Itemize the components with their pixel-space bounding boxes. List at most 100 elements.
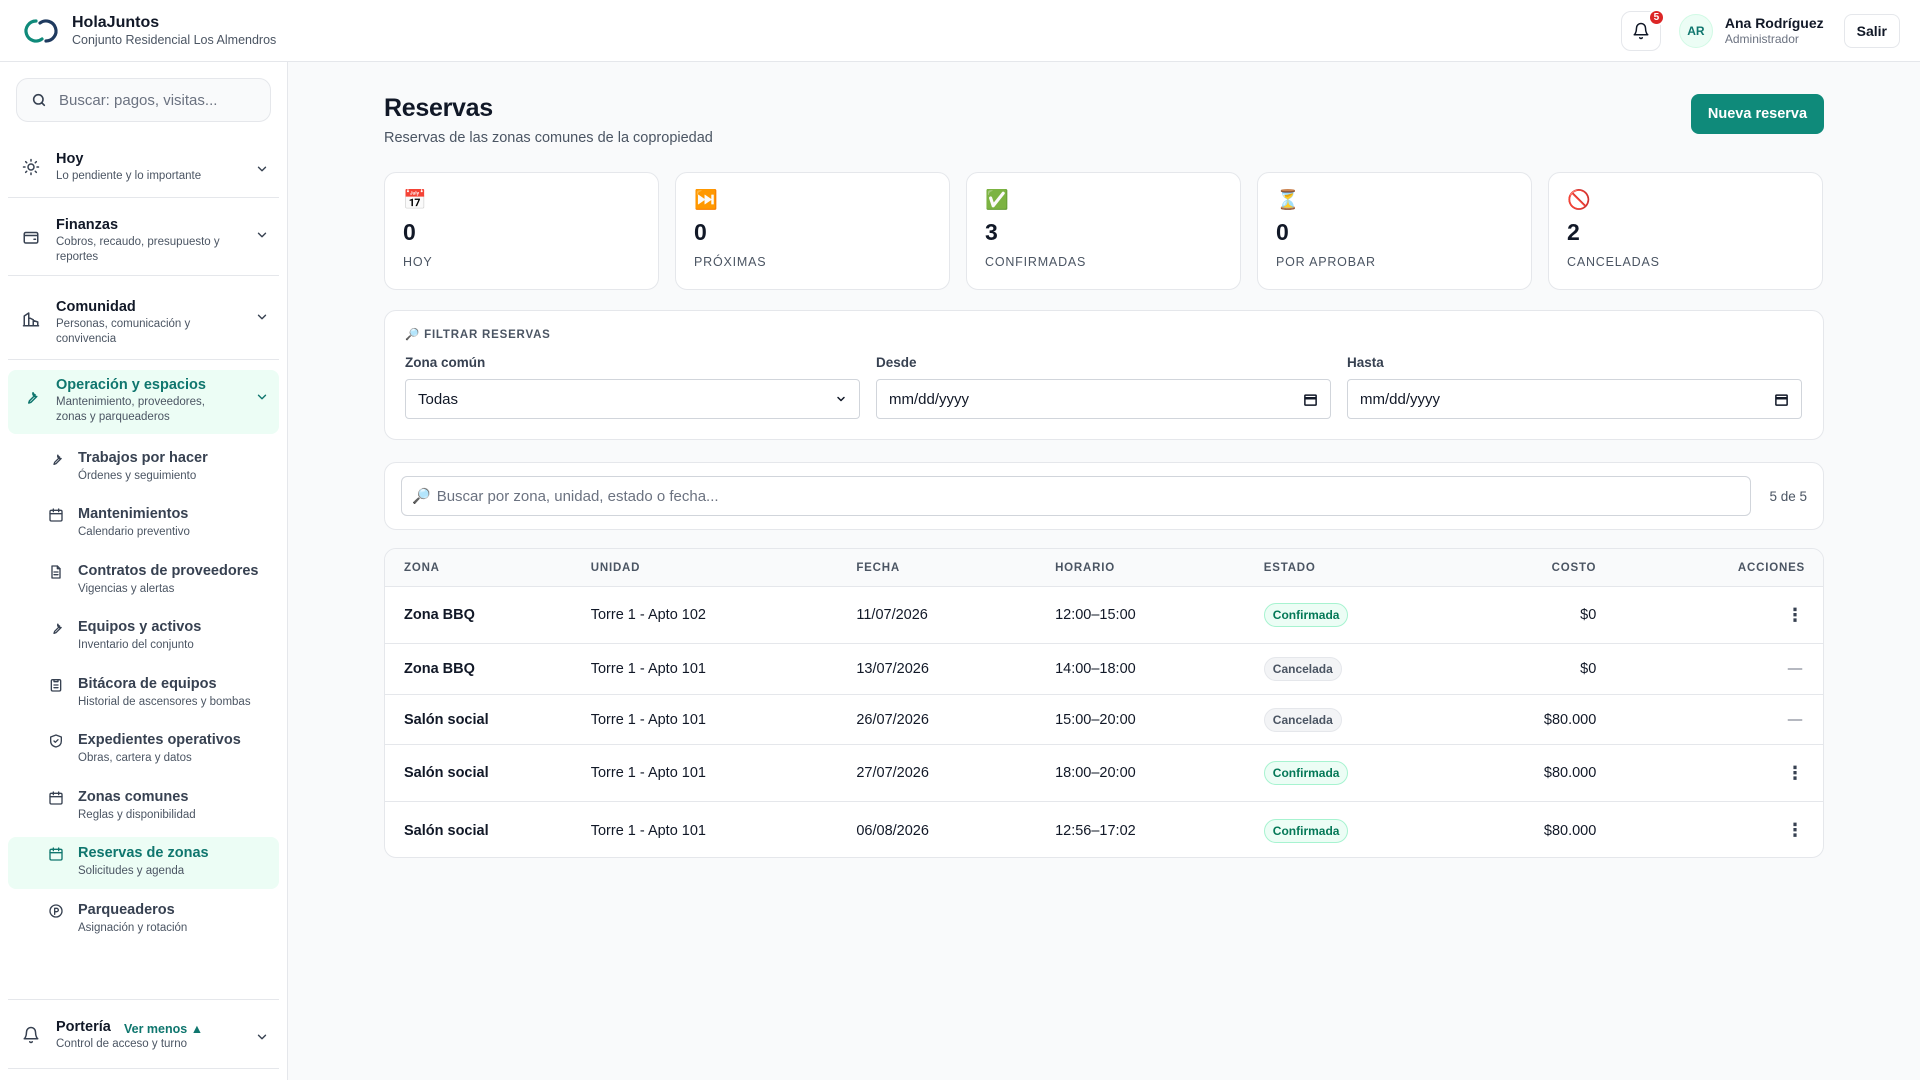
next-track-icon: ⏭️ bbox=[694, 189, 718, 211]
sidebar-item-title: Trabajos por hacer bbox=[78, 450, 208, 466]
wrench-icon bbox=[28, 391, 38, 404]
sidebar-item-expedientes[interactable]: Expedientes operativos Obras, cartera y … bbox=[8, 724, 279, 776]
nav-group-comunidad[interactable]: Comunidad Personas, comunicación y convi… bbox=[8, 296, 279, 347]
stat-value: 0 bbox=[1276, 219, 1289, 245]
cell-costo: $0 bbox=[1580, 661, 1597, 677]
wrench-icon bbox=[53, 623, 62, 634]
page-title: Reservas bbox=[384, 94, 493, 122]
chevron-down-icon bbox=[257, 394, 267, 400]
sidebar-search-input[interactable]: Buscar: pagos, visitas... bbox=[16, 78, 271, 122]
calendar-icon bbox=[49, 847, 63, 861]
cell-unidad: Torre 1 - Apto 101 bbox=[590, 822, 706, 839]
nav-group-title: Finanzas bbox=[56, 217, 119, 233]
col-fecha: FECHA bbox=[856, 561, 900, 574]
cell-zona: Salón social bbox=[404, 765, 489, 781]
chevron-down-icon bbox=[257, 1034, 267, 1040]
chevron-down-icon bbox=[257, 314, 267, 320]
sun-icon bbox=[22, 158, 40, 176]
sidebar-item-subtitle: Reglas y disponibilidad bbox=[78, 809, 196, 821]
zona-label: Zona común bbox=[405, 355, 486, 370]
chevron-down-icon bbox=[837, 396, 845, 402]
divider bbox=[8, 275, 279, 276]
col-horario: HORARIO bbox=[1055, 561, 1115, 574]
cell-fecha: 13/07/2026 bbox=[856, 661, 929, 677]
stat-card-confirmadas: ✅ 3 CONFIRMADAS bbox=[966, 172, 1241, 290]
nav-group-finanzas[interactable]: Finanzas Cobros, recaudo, presupuesto y … bbox=[8, 214, 279, 265]
cell-costo: $80.000 bbox=[1543, 711, 1597, 728]
table-row[interactable]: Zona BBQ Torre 1 - Apto 101 13/07/2026 1… bbox=[385, 644, 1823, 695]
table-row[interactable]: Zona BBQ Torre 1 - Apto 102 11/07/2026 1… bbox=[385, 587, 1823, 644]
nav-group-subtitle: Personas, comunicación y convivencia bbox=[56, 318, 191, 345]
status-badge: Confirmada bbox=[1263, 603, 1349, 627]
cell-costo: $0 bbox=[1580, 607, 1597, 623]
avatar[interactable]: AR bbox=[1678, 13, 1713, 48]
status-badge: Confirmada bbox=[1263, 761, 1349, 785]
calendar-icon[interactable] bbox=[1774, 392, 1789, 407]
sidebar-item-mantenimientos[interactable]: Mantenimientos Calendario preventivo bbox=[8, 498, 279, 550]
table-row[interactable]: Salón social Torre 1 - Apto 101 06/08/20… bbox=[385, 802, 1823, 857]
logout-button[interactable]: Salir bbox=[1843, 13, 1900, 48]
status-badge: Confirmada bbox=[1263, 818, 1349, 843]
stat-label: HOY bbox=[403, 255, 433, 269]
chevron-down-icon bbox=[257, 232, 267, 238]
sidebar-item-trabajos[interactable]: Trabajos por hacer Órdenes y seguimiento bbox=[8, 442, 279, 494]
sidebar-item-zonas-comunes[interactable]: Zonas comunes Reglas y disponibilidad bbox=[8, 781, 279, 833]
sidebar-item-parqueaderos[interactable]: Parqueaderos Asignación y rotación bbox=[8, 894, 279, 946]
row-actions-menu-icon[interactable]: ⋮ bbox=[1786, 762, 1805, 783]
sidebar-item-equipos[interactable]: Equipos y activos Inventario del conjunt… bbox=[8, 611, 279, 663]
cell-horario: 18:00–20:00 bbox=[1055, 765, 1136, 781]
hasta-date-input[interactable]: mm/dd/yyyy bbox=[1347, 379, 1802, 419]
sidebar-item-title: Bitácora de equipos bbox=[78, 676, 217, 692]
stat-card-proximas: ⏭️ 0 PRÓXIMAS bbox=[675, 172, 950, 290]
desde-date-value: mm/dd/yyyy bbox=[889, 390, 970, 408]
cell-unidad: Torre 1 - Apto 101 bbox=[590, 711, 706, 728]
sidebar-item-subtitle: Vigencias y alertas bbox=[78, 583, 175, 595]
row-actions-menu-icon[interactable]: ⋮ bbox=[1786, 604, 1805, 625]
page-subtitle: Reservas de las zonas comunes de la copr… bbox=[384, 130, 713, 146]
stat-value: 0 bbox=[403, 219, 416, 245]
calendar-icon bbox=[49, 508, 63, 522]
filter-heading: 🔎 FILTRAR RESERVAS bbox=[405, 329, 551, 341]
table-search-placeholder: Buscar por zona, unidad, estado o fecha.… bbox=[436, 487, 719, 505]
table-row[interactable]: Salón social Torre 1 - Apto 101 26/07/20… bbox=[385, 695, 1823, 745]
notifications-button[interactable]: 5 bbox=[1620, 8, 1665, 51]
table-search-input[interactable]: 🔎 Buscar por zona, unidad, estado o fech… bbox=[401, 476, 1752, 516]
col-zona: ZONA bbox=[404, 561, 440, 574]
stat-card-hoy: 📅 0 HOY bbox=[384, 172, 659, 290]
sidebar-item-reservas[interactable]: Reservas de zonas Solicitudes y agenda bbox=[8, 837, 279, 889]
new-reservation-button[interactable]: Nueva reserva bbox=[1691, 94, 1824, 134]
nav-group-subtitle: Mantenimiento, proveedores, zonas y parq… bbox=[56, 396, 205, 423]
calendar-icon[interactable] bbox=[1303, 392, 1318, 407]
sidebar-item-subtitle: Obras, cartera y datos bbox=[78, 752, 192, 764]
user-role: Administrador bbox=[1724, 32, 1799, 46]
chevron-down-icon bbox=[257, 166, 267, 172]
clipboard-icon bbox=[50, 679, 62, 692]
zona-select[interactable]: Todas bbox=[405, 379, 860, 419]
row-actions-menu-icon[interactable]: ⋮ bbox=[1786, 820, 1805, 840]
user-info: Ana Rodríguez Administrador bbox=[1725, 15, 1824, 46]
col-costo: COSTO bbox=[1551, 561, 1597, 574]
cell-unidad: Torre 1 - Apto 102 bbox=[590, 607, 706, 623]
cell-horario: 15:00–20:00 bbox=[1055, 711, 1136, 728]
brand[interactable]: HolaJuntos Conjunto Residencial Los Alme… bbox=[22, 14, 276, 48]
cell-unidad: Torre 1 - Apto 101 bbox=[590, 765, 706, 781]
nav-group-hoy[interactable]: Hoy Lo pendiente y lo importante bbox=[8, 148, 279, 184]
sidebar-item-bitacora[interactable]: Bitácora de equipos Historial de ascenso… bbox=[8, 668, 279, 720]
table-row[interactable]: Salón social Torre 1 - Apto 101 27/07/20… bbox=[385, 745, 1823, 802]
desde-date-input[interactable]: mm/dd/yyyy bbox=[876, 379, 1331, 419]
stat-label: CANCELADAS bbox=[1567, 255, 1660, 269]
ver-menos-link[interactable]: Ver menos ▲ bbox=[124, 1022, 204, 1036]
sidebar-item-contratos[interactable]: Contratos de proveedores Vigencias y ale… bbox=[8, 555, 279, 607]
cell-unidad: Torre 1 - Apto 101 bbox=[590, 661, 706, 677]
parking-icon bbox=[49, 904, 63, 918]
search-icon: 🔎 bbox=[412, 487, 431, 505]
cell-costo: $80.000 bbox=[1543, 765, 1597, 781]
sidebar-item-title: Expedientes operativos bbox=[78, 732, 241, 748]
calendar-icon: 📅 bbox=[403, 189, 427, 211]
bell-icon bbox=[1633, 22, 1649, 39]
nav-group-porteria[interactable]: Portería Control de acceso y turno bbox=[8, 1016, 279, 1052]
cell-horario: 14:00–18:00 bbox=[1055, 661, 1136, 677]
prohibited-icon: 🚫 bbox=[1567, 189, 1591, 211]
sidebar-item-title: Reservas de zonas bbox=[78, 845, 209, 861]
nav-group-operacion[interactable]: Operación y espacios Mantenimiento, prov… bbox=[8, 370, 279, 434]
